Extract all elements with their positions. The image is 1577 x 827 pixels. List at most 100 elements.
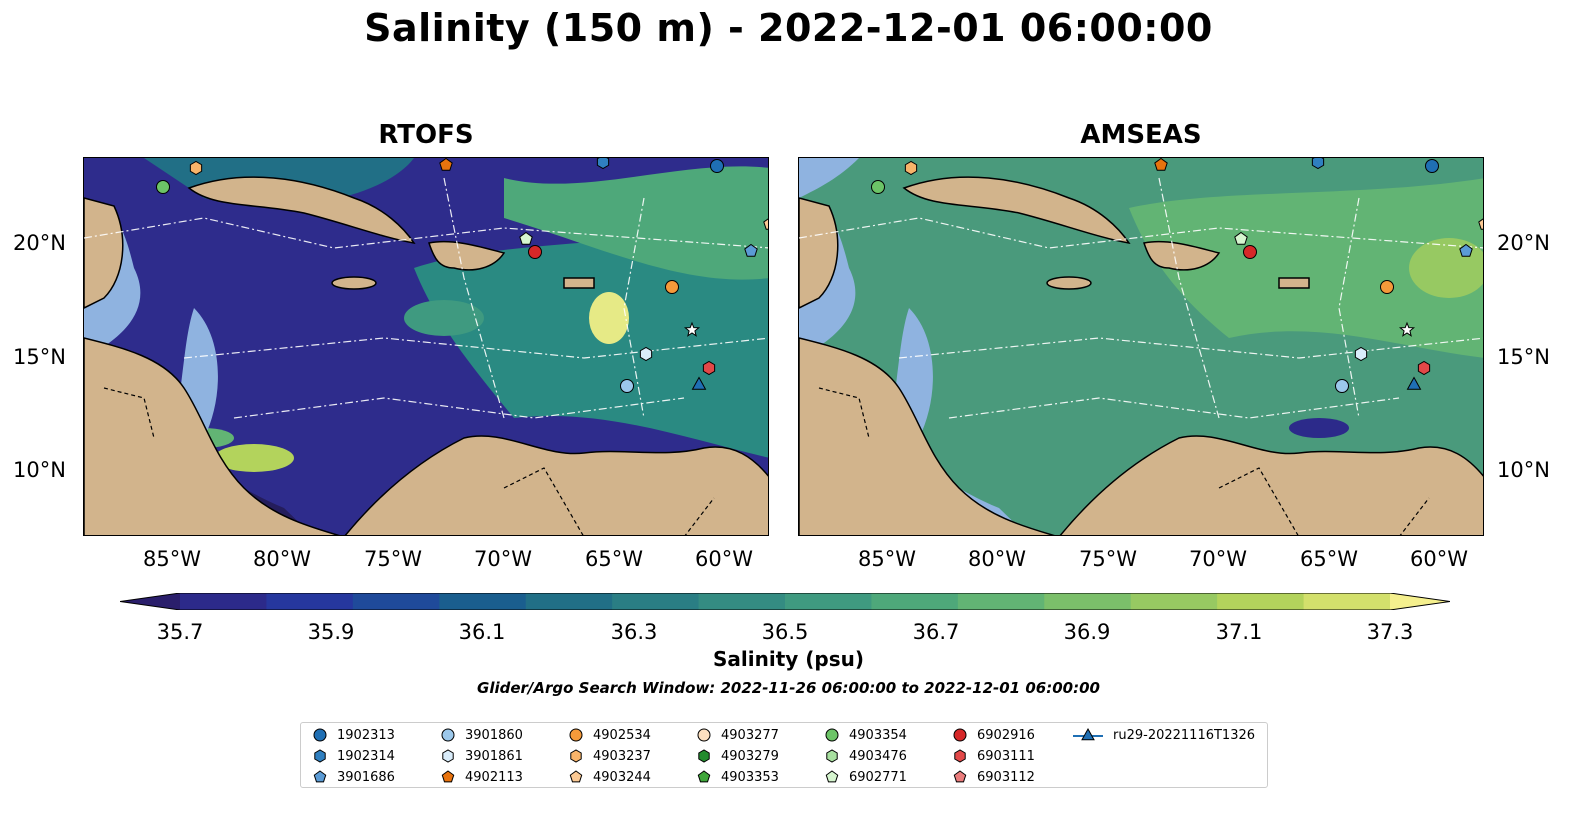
float-marker[interactable] (1354, 346, 1368, 362)
colorbar-tick: 36.7 (912, 620, 960, 644)
legend-label: 6903112 (977, 769, 1035, 785)
colorbar-tick: 35.7 (156, 620, 204, 644)
float-marker[interactable] (1335, 379, 1349, 393)
legend-label: 4903279 (721, 748, 779, 764)
hexagon-marker-icon (314, 749, 326, 763)
legend-label: 4903476 (849, 748, 907, 764)
colorbar-cell (1217, 593, 1305, 610)
legend-label: 6903111 (977, 748, 1035, 764)
legend-item: 3901686 (313, 767, 395, 787)
eez-boundaries (84, 177, 768, 419)
float-marker[interactable] (710, 159, 724, 173)
amseas-map[interactable] (798, 157, 1484, 536)
legend-item: 4903279 (697, 746, 779, 766)
pentagon-marker-icon (825, 770, 839, 783)
float-marker[interactable] (528, 245, 542, 259)
rtofs-map-canvas (84, 158, 769, 535)
legend-item: 4903353 (697, 767, 779, 787)
colorbar-cell (698, 593, 786, 610)
triangle-line-marker-icon (1073, 727, 1103, 741)
colorbar-cell (439, 593, 527, 610)
float-marker[interactable] (1406, 376, 1422, 390)
legend-item: 4902534 (569, 725, 651, 745)
salinity-patch (214, 444, 294, 472)
float-marker[interactable] (904, 160, 918, 176)
lat-label: 15°N (13, 345, 66, 369)
float-marker[interactable] (439, 158, 453, 171)
float-markers (156, 158, 769, 393)
legend-item: 4902113 (441, 767, 523, 787)
float-marker[interactable] (1380, 280, 1394, 294)
lat-label: 10°N (1497, 458, 1550, 482)
lon-label: 75°W (364, 547, 422, 571)
float-marker[interactable] (1243, 245, 1257, 259)
float-marker[interactable] (702, 360, 716, 376)
cuba-land (187, 176, 416, 245)
colorbar-label: Salinity (psu) (712, 647, 864, 671)
south-america-land (344, 435, 768, 535)
circle-marker-icon (569, 728, 583, 742)
float-marker[interactable] (1478, 218, 1484, 230)
star-marker[interactable] (1398, 321, 1416, 337)
float-marker[interactable] (1311, 158, 1325, 170)
float-marker[interactable] (596, 158, 610, 170)
hispaniola-land (1143, 240, 1221, 271)
legend-label: 3901686 (337, 769, 395, 785)
legend-label: 4903353 (721, 769, 779, 785)
colorbar-cells (120, 593, 1450, 610)
gulf-region (799, 158, 859, 198)
panel-title-amseas: AMSEAS (1080, 120, 1202, 150)
pentagon-marker-icon (441, 770, 455, 783)
float-marker[interactable] (1459, 243, 1473, 257)
colorbar-cell (871, 593, 959, 610)
colorbar-tick: 36.5 (761, 620, 809, 644)
rtofs-map[interactable] (83, 157, 769, 536)
colorbar-cell (785, 593, 872, 610)
colorbar-cell (1044, 593, 1132, 610)
colorbar-cell (266, 593, 354, 610)
float-marker[interactable] (189, 160, 203, 176)
hexagon-marker-icon (442, 749, 454, 763)
float-marker[interactable] (620, 379, 634, 393)
pentagon-marker-icon (569, 770, 583, 783)
float-marker[interactable] (665, 280, 679, 294)
legend-item: 6903112 (953, 767, 1035, 787)
legend-label: ru29-20221116T1326 (1113, 727, 1256, 743)
float-marker[interactable] (1425, 159, 1439, 173)
colorbar-cell (525, 593, 613, 610)
legend: 1902313 1902314 3901686 3901860 3901861 49021… (300, 722, 1268, 788)
star-marker[interactable] (683, 321, 701, 337)
float-marker[interactable] (871, 180, 885, 194)
float-marker[interactable] (1417, 360, 1431, 376)
float-marker[interactable] (519, 231, 533, 245)
float-marker[interactable] (639, 346, 653, 362)
yucatan-land (799, 197, 839, 309)
float-marker[interactable] (744, 243, 758, 257)
lat-label: 20°N (13, 231, 66, 255)
puerto-rico-land (563, 277, 595, 289)
float-marker[interactable] (1154, 158, 1168, 171)
legend-item: 4903354 (825, 725, 907, 745)
lat-label: 20°N (1497, 231, 1550, 255)
figure-title: Salinity (150 m) - 2022-12-01 06:00:00 (364, 6, 1213, 50)
salinity-patch (404, 300, 484, 336)
legend-item: 4903244 (569, 767, 651, 787)
legend-label: 6902771 (849, 769, 907, 785)
legend-label: 1902314 (337, 748, 395, 764)
float-marker[interactable] (156, 180, 170, 194)
jamaica-land (331, 276, 377, 290)
float-marker[interactable] (763, 218, 769, 230)
hexagon-marker-icon (570, 749, 582, 763)
legend-item: ru29-20221116T1326 (1073, 725, 1255, 745)
legend-label: 4902113 (465, 769, 523, 785)
float-marker[interactable] (691, 376, 707, 390)
legend-label: 6902916 (977, 727, 1035, 743)
yucatan-land (84, 197, 124, 309)
hexagon-marker-icon (954, 749, 966, 763)
hispaniola-land (428, 240, 506, 271)
panel-title-rtofs: RTOFS (378, 120, 474, 150)
legend-item: 3901861 (441, 746, 523, 766)
lon-label: 60°W (1410, 547, 1468, 571)
colorbar-tick: 36.3 (610, 620, 658, 644)
float-marker[interactable] (1234, 231, 1248, 245)
